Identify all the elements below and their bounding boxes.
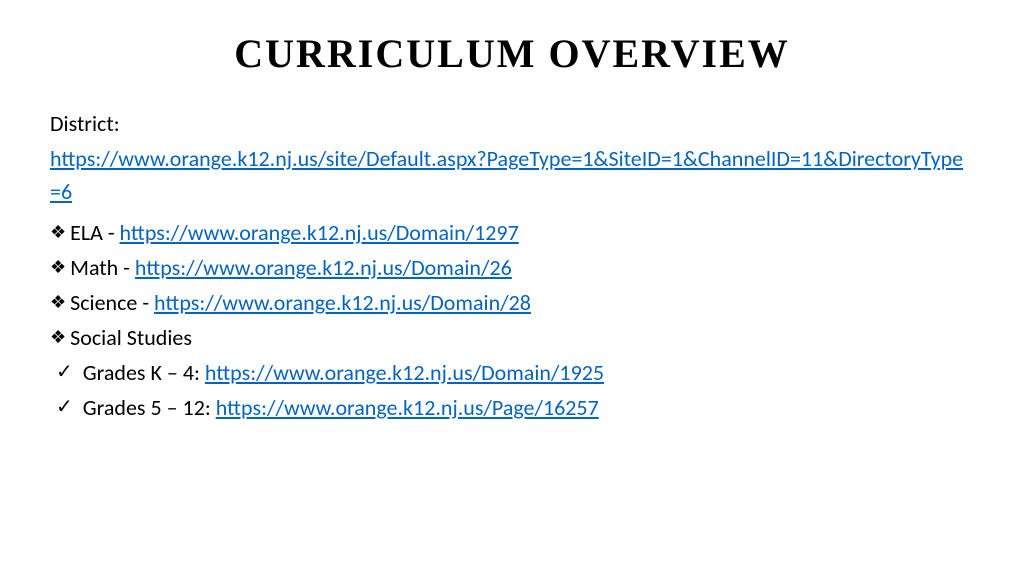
subject-link-math[interactable]: https://www.orange.k12.nj.us/Domain/26 bbox=[135, 254, 512, 281]
diamond-bullet-icon: ❖ bbox=[50, 321, 66, 353]
grades-label: Grades 5 – 12: bbox=[83, 394, 216, 421]
subject-label: Social Studies bbox=[70, 324, 192, 351]
subject-item-social-studies: ❖ Social Studies bbox=[50, 321, 974, 354]
grades-label: Grades K – 4: bbox=[83, 359, 205, 386]
subject-item-math: ❖ Math - https://www.orange.k12.nj.us/Do… bbox=[50, 251, 974, 284]
subject-link-science[interactable]: https://www.orange.k12.nj.us/Domain/28 bbox=[154, 289, 531, 316]
subject-link-ela[interactable]: https://www.orange.k12.nj.us/Domain/1297 bbox=[120, 219, 519, 246]
grades-link-k4[interactable]: https://www.orange.k12.nj.us/Domain/1925 bbox=[205, 359, 604, 386]
check-bullet-icon: ✓ bbox=[56, 356, 73, 388]
grades-link-512[interactable]: https://www.orange.k12.nj.us/Page/16257 bbox=[216, 394, 599, 421]
grades-item-k4: ✓ Grades K – 4: https://www.orange.k12.n… bbox=[50, 356, 974, 389]
subject-item-ela: ❖ ELA - https://www.orange.k12.nj.us/Dom… bbox=[50, 216, 974, 249]
district-link[interactable]: https://www.orange.k12.nj.us/site/Defaul… bbox=[50, 142, 974, 208]
subject-item-science: ❖ Science - https://www.orange.k12.nj.us… bbox=[50, 286, 974, 319]
diamond-bullet-icon: ❖ bbox=[50, 216, 66, 248]
diamond-bullet-icon: ❖ bbox=[50, 251, 66, 283]
check-bullet-icon: ✓ bbox=[56, 391, 73, 423]
diamond-bullet-icon: ❖ bbox=[50, 286, 66, 318]
subject-label: Math - bbox=[70, 254, 135, 281]
grades-item-512: ✓ Grades 5 – 12: https://www.orange.k12.… bbox=[50, 391, 974, 424]
subject-label: ELA - bbox=[70, 219, 119, 246]
subject-label: Science - bbox=[70, 289, 154, 316]
page-title: CURRICULUM OVERVIEW bbox=[50, 30, 974, 77]
district-label: District: bbox=[50, 107, 974, 140]
content-area: District: https://www.orange.k12.nj.us/s… bbox=[50, 107, 974, 424]
